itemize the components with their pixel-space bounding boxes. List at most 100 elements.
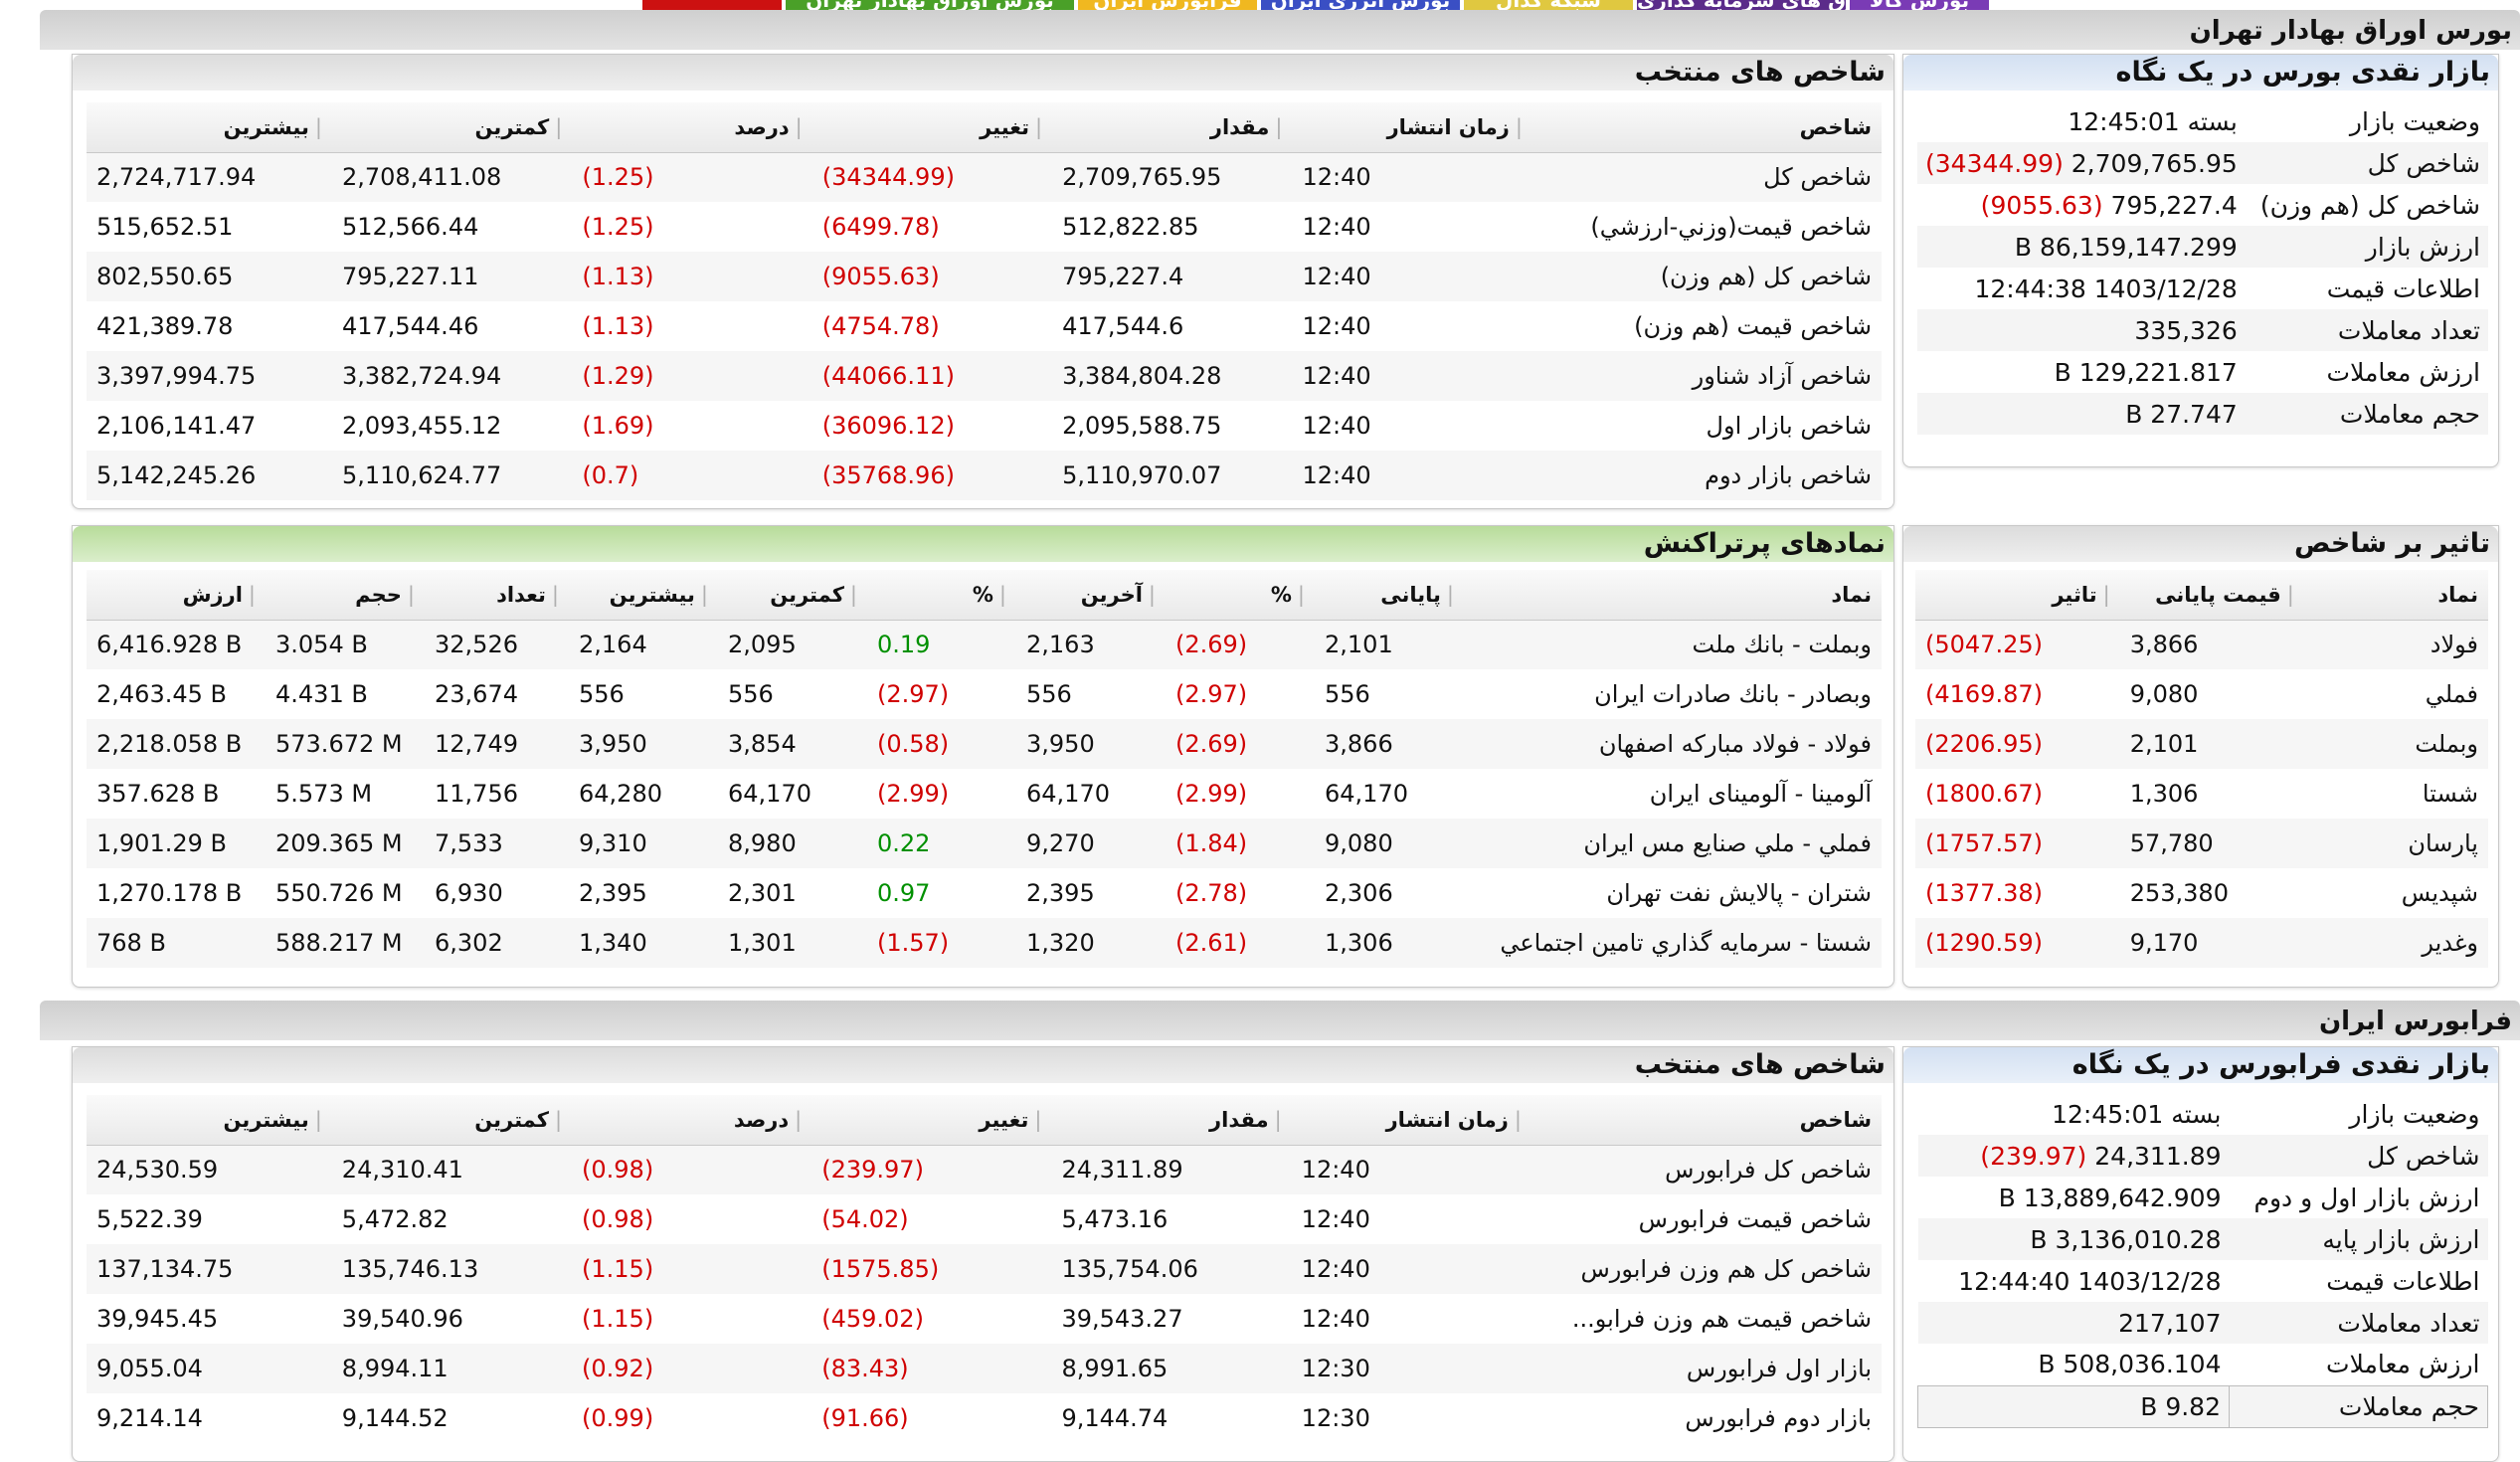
row-name-cell[interactable]: وبملت	[2303, 719, 2488, 769]
row-name-cell[interactable]: فولاد - فولاد مباركه اصفهان	[1464, 719, 1882, 769]
row-name-cell[interactable]: بازار اول فرابورس	[1530, 1344, 1882, 1393]
row-name-cell[interactable]: شستا - سرمايه گذاري تامين اجتماعي	[1464, 918, 1882, 968]
row-name-cell[interactable]: شاخص قیمت هم وزن فرابو...	[1571, 1305, 1872, 1333]
column-header[interactable]: |بیشترین	[569, 570, 718, 621]
nav-tab-2[interactable]: شبکه کدال	[1464, 0, 1633, 12]
row-name-cell[interactable]: شاخص کل (هم وزن)	[1531, 252, 1882, 301]
column-header[interactable]: |آخرین	[1016, 570, 1166, 621]
column-header[interactable]: |بیشترین	[87, 1095, 332, 1146]
table-row[interactable]: وبملت 2,101 (2206.95)	[1915, 719, 2488, 769]
table-row[interactable]: آلومينا - آلومينای ايران 64,170 (2.99) 64,1…	[87, 769, 1882, 819]
row-name-cell[interactable]: شستا	[2422, 780, 2478, 808]
column-header[interactable]: |قیمت پایانی	[2119, 570, 2304, 621]
nav-tab-3[interactable]: بورس انرژی ایران	[1261, 0, 1460, 12]
table-row[interactable]: شتران - پالايش نفت تهران 2,306 (2.78) 2,395…	[87, 868, 1882, 918]
table-cell: 1,901.29 B	[87, 819, 266, 868]
column-header[interactable]: |%	[867, 570, 1016, 621]
column-header[interactable]: |کمترین	[331, 102, 573, 153]
row-name-cell[interactable]: شاخص کل هم وزن فرابورس	[1530, 1244, 1882, 1294]
column-header[interactable]: |تغییر	[811, 102, 1053, 153]
table-cell: (35768.96)	[811, 451, 1053, 500]
column-header[interactable]: |کمترین	[331, 1095, 573, 1146]
column-header[interactable]: |تغییر	[811, 1095, 1052, 1146]
table-row[interactable]: وغدیر 9,170 (1290.59)	[1915, 918, 2488, 968]
column-header[interactable]: |پایانی	[1315, 570, 1464, 621]
table-row[interactable]: شستا - سرمايه گذاري تامين اجتماعي 1,306 (2…	[87, 918, 1882, 968]
table-row[interactable]: شاخص بازار دوم 12:40 5,110,970.07 (35768.96…	[87, 451, 1882, 500]
column-header[interactable]: |تعداد	[425, 570, 569, 621]
column-header[interactable]: شاخص	[1530, 1095, 1882, 1146]
table-row[interactable]: شاخص قیمت فرابورس 12:40 5,473.16 (54.02) (0.…	[87, 1194, 1882, 1244]
column-header[interactable]: |حجم	[266, 570, 425, 621]
table-row[interactable]: شاخص قیمت(وزني-ارزشي) 12:40 512,822.85 (649…	[87, 202, 1882, 252]
table-row[interactable]: شاخص کل (هم وزن) 12:40 795,227.4 (9055.63)(…	[87, 252, 1882, 301]
nav-tab-6[interactable]	[642, 0, 782, 12]
row-name-cell[interactable]: شاخص کل	[1531, 152, 1882, 202]
column-header[interactable]: شاخص	[1531, 102, 1882, 153]
row-name-cell[interactable]: شاخص قیمت فرابورس	[1638, 1205, 1872, 1233]
column-header[interactable]: |ارزش	[87, 570, 266, 621]
table-row[interactable]: شاخص بازار اول 12:40 2,095,588.75 (36096.12…	[87, 401, 1882, 451]
table-row[interactable]: شاخص آزاد شناور 12:40 3,384,804.28 (44066.1…	[87, 351, 1882, 401]
row-name-cell[interactable]: فولاد	[2303, 620, 2488, 669]
table-row[interactable]: شاخص کل هم وزن فرابورس 12:40 135,754.06 (15…	[87, 1244, 1882, 1294]
table-row[interactable]: وبصادر - بانك صادرات ايران 556 (2.97) 556 (2…	[87, 669, 1882, 719]
row-name-cell[interactable]: شپدیس	[2401, 879, 2478, 907]
nav-tab-4[interactable]: فرابورس ایران	[1078, 0, 1257, 12]
row-name-cell[interactable]: شاخص کل فرابورس	[1530, 1145, 1882, 1194]
table-row[interactable]: فولاد 3,866 (5047.25)	[1915, 620, 2488, 669]
table-row[interactable]: فولاد - فولاد مباركه اصفهان 3,866 (2.69) 3,…	[87, 719, 1882, 769]
table-row[interactable]: فملي - ملي صنايع مس ايران 9,080 (1.84) 9,27…	[87, 819, 1882, 868]
column-header[interactable]: |زمان انتشار	[1292, 102, 1532, 153]
table-cell: 2,709,765.95	[1052, 152, 1293, 202]
nav-tab-1[interactable]: صندوق های سرمایه گذاری	[1637, 0, 1846, 12]
table-row[interactable]: شپدیس 253,380 (1377.38)	[1915, 868, 2488, 918]
row-name-cell[interactable]: وبصادر - بانك صادرات ايران	[1594, 680, 1872, 708]
glance-row: ارزش معاملات 508,036.104 B	[1918, 1344, 2488, 1385]
row-name-cell[interactable]: آلومينا - آلومينای ايران	[1649, 780, 1872, 808]
row-name-cell[interactable]: پارسان	[2303, 819, 2488, 868]
tse-glance-panel: بازار نقدی بورس در یک نگاه وضعیت بازار بس…	[1902, 54, 2499, 467]
nav-tab-0[interactable]: بورس کالا	[1850, 0, 1989, 12]
nav-tab-5[interactable]: بورس اوراق بهادار تهران	[786, 0, 1074, 12]
row-name-cell[interactable]: شتران - پالايش نفت تهران	[1606, 879, 1872, 907]
column-header[interactable]: |%	[1166, 570, 1315, 621]
row-name-cell[interactable]: فملي - ملي صنايع مس ايران	[1464, 819, 1882, 868]
table-row[interactable]: فملي 9,080 (4169.87)	[1915, 669, 2488, 719]
row-name-cell[interactable]: فملي	[2425, 680, 2478, 708]
column-header[interactable]: |تاثیر	[1915, 570, 2120, 621]
column-header[interactable]: |درصد	[572, 1095, 812, 1146]
row-name-cell[interactable]: وغدیر	[2303, 918, 2488, 968]
table-row[interactable]: بازار اول فرابورس 12:30 8,991.65 (83.43) (0.…	[87, 1344, 1882, 1393]
table-row[interactable]: شاخص قیمت هم وزن فرابو... 12:40 39,543.27 (…	[87, 1294, 1882, 1344]
column-header[interactable]: |درصد	[572, 102, 812, 153]
row-name-cell[interactable]: شاخص قیمت (هم وزن)	[1634, 312, 1872, 340]
row-name-cell[interactable]: شاخص قیمت(وزني-ارزشي)	[1590, 213, 1872, 241]
table-cell: 9,144.74	[1061, 1404, 1169, 1432]
row-name-cell[interactable]: شاخص بازار اول	[1706, 412, 1872, 440]
table-cell: 12:40	[1301, 1205, 1370, 1233]
table-row[interactable]: پارسان 57,780 (1757.57)	[1915, 819, 2488, 868]
table-row[interactable]: بازار دوم فرابورس 12:30 9,144.74 (91.66) (0.…	[87, 1393, 1882, 1443]
table-row[interactable]: شاخص کل فرابورس 12:40 24,311.89 (239.97) (0.…	[87, 1145, 1882, 1194]
column-header-label: زمان انتشار	[1386, 114, 1510, 139]
column-header[interactable]: |مقدار	[1051, 1095, 1292, 1146]
row-name-cell[interactable]: شاخص بازار دوم	[1531, 451, 1882, 500]
column-header[interactable]: نماد	[2303, 570, 2488, 621]
row-name-cell[interactable]: بازار دوم فرابورس	[1685, 1404, 1872, 1432]
column-header-label: تغییر	[979, 1107, 1029, 1132]
column-header[interactable]: |زمان انتشار	[1291, 1095, 1531, 1146]
row-name-cell[interactable]: وبملت - بانك ملت	[1464, 620, 1882, 669]
table-row[interactable]: شستا 1,306 (1800.67)	[1915, 769, 2488, 819]
row-name-cell[interactable]: شاخص آزاد شناور	[1531, 351, 1882, 401]
column-header[interactable]: |کمترین	[718, 570, 867, 621]
column-header[interactable]: |مقدار	[1052, 102, 1293, 153]
glance-label: ارزش بازار	[2245, 226, 2488, 268]
table-row[interactable]: شاخص کل 12:40 2,709,765.95 (34344.99) (1.25)…	[87, 152, 1882, 202]
column-header[interactable]: |بیشترین	[87, 102, 332, 153]
top-nav: بورس کالا صندوق های سرمایه گذاری شبکه کدال…	[537, 0, 1989, 14]
table-row[interactable]: شاخص قیمت (هم وزن) 12:40 417,544.6 (4754.78…	[87, 301, 1882, 351]
column-header[interactable]: نماد	[1464, 570, 1882, 621]
glance-row: شاخص کل 24,311.89 (239.97)	[1917, 1135, 2488, 1177]
table-row[interactable]: وبملت - بانك ملت 2,101 (2.69) 2,163 0.19 2,09…	[87, 620, 1882, 669]
